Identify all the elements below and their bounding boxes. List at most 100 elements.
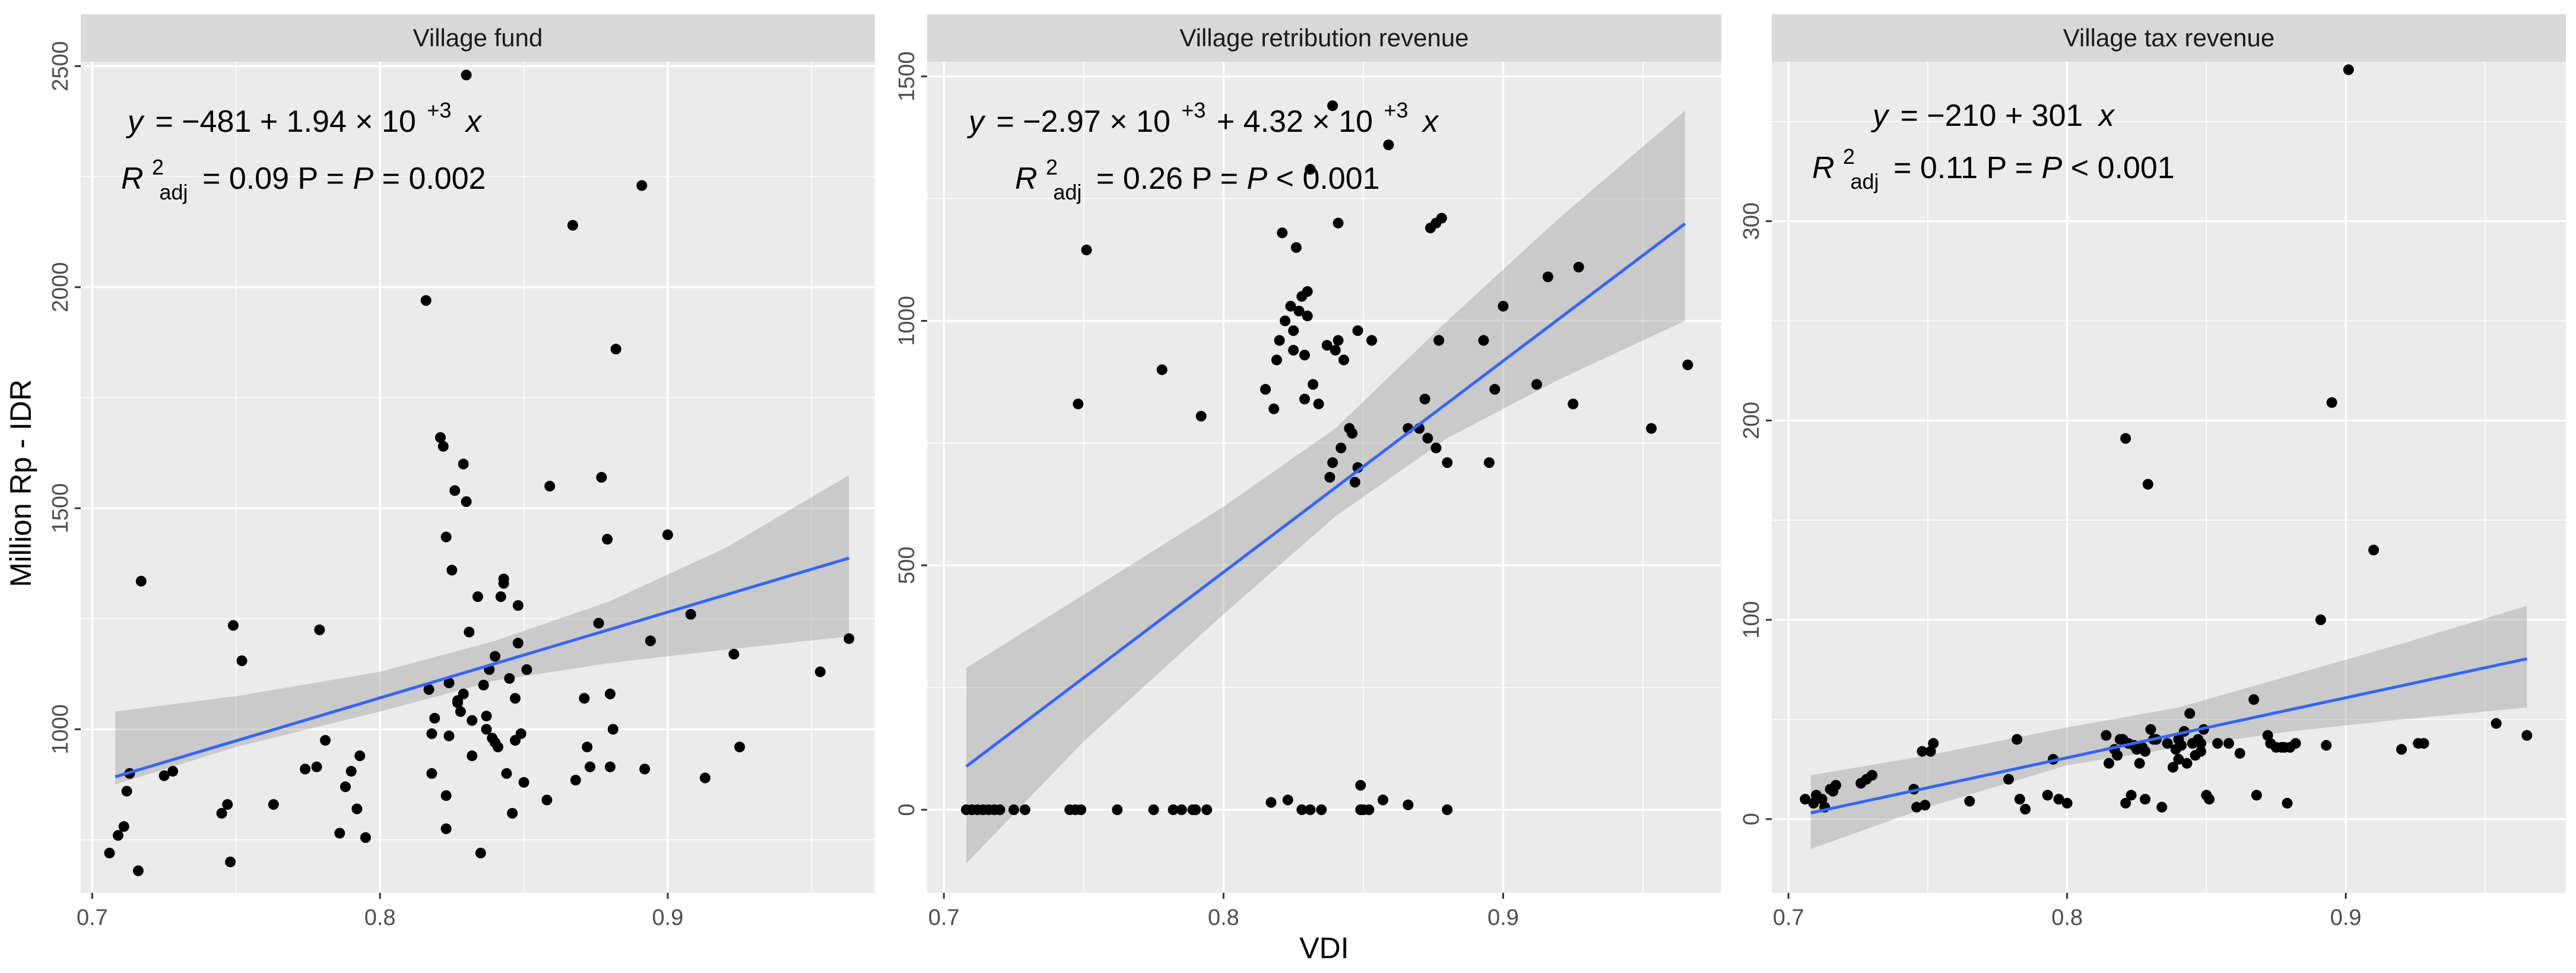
x-tick-label: 0.9 bbox=[1487, 905, 1519, 930]
data-point bbox=[1403, 799, 1414, 810]
data-point bbox=[104, 847, 115, 858]
data-point bbox=[1422, 433, 1433, 444]
data-point bbox=[2315, 614, 2326, 626]
data-point bbox=[1265, 797, 1277, 808]
data-point bbox=[2343, 64, 2354, 75]
x-axis-title: VDI bbox=[1299, 931, 1349, 965]
data-point bbox=[461, 496, 472, 507]
data-point bbox=[685, 608, 696, 620]
data-point bbox=[1076, 804, 1087, 815]
data-point bbox=[1190, 804, 1201, 815]
data-point bbox=[1280, 315, 1291, 327]
strip-title: Village tax revenue bbox=[2063, 24, 2274, 52]
data-points bbox=[1800, 64, 2533, 814]
data-point bbox=[2321, 740, 2332, 751]
y-tick-label: 100 bbox=[1739, 601, 1764, 638]
x-tick-label: 0.8 bbox=[1208, 905, 1239, 930]
data-point bbox=[510, 693, 521, 704]
y-tick-label: 0 bbox=[1739, 813, 1764, 825]
y-axis: 1000 1500 2000 2500 bbox=[48, 41, 81, 755]
data-point bbox=[440, 823, 452, 835]
confidence-band bbox=[966, 110, 1685, 864]
data-point bbox=[1349, 477, 1360, 488]
data-point bbox=[423, 684, 434, 695]
data-point bbox=[1363, 804, 1375, 815]
x-tick-label: 0.8 bbox=[364, 905, 396, 930]
panel-background bbox=[81, 62, 875, 893]
data-point bbox=[1285, 300, 1296, 312]
data-point bbox=[481, 711, 492, 722]
data-point bbox=[2212, 738, 2223, 749]
ci-band bbox=[1810, 606, 2527, 850]
data-point bbox=[1299, 350, 1311, 361]
strip-title: Village retribution revenue bbox=[1179, 24, 1468, 52]
data-point bbox=[2326, 397, 2337, 408]
data-point bbox=[1148, 804, 1159, 815]
data-point bbox=[1347, 427, 1358, 439]
data-point bbox=[320, 735, 331, 746]
data-point bbox=[1305, 804, 1316, 815]
x-tick-label: 0.7 bbox=[1773, 905, 1804, 930]
data-point bbox=[2162, 738, 2173, 749]
y-tick-label: 2000 bbox=[48, 262, 73, 313]
regression-line bbox=[965, 222, 1686, 768]
data-point bbox=[461, 69, 472, 81]
data-point bbox=[1867, 769, 1878, 781]
data-point bbox=[452, 697, 464, 708]
data-point bbox=[2014, 794, 2025, 805]
data-point bbox=[440, 790, 452, 801]
data-point bbox=[1383, 140, 1394, 150]
data-point bbox=[118, 821, 129, 832]
data-point bbox=[518, 777, 529, 788]
data-point bbox=[610, 344, 621, 355]
data-point bbox=[567, 220, 578, 231]
data-point bbox=[1800, 794, 1811, 805]
regression-equation: y = −210 + 301 x bbox=[1871, 99, 2115, 133]
data-point bbox=[443, 730, 455, 741]
x-axis: 0.7 0.8 0.9 bbox=[1773, 893, 2362, 930]
data-point bbox=[504, 673, 515, 684]
data-point bbox=[602, 534, 613, 545]
panel-background bbox=[927, 62, 1721, 893]
data-point bbox=[1573, 261, 1584, 272]
panel-village-tax-revenue: Village tax revenue y = −210 + 301 x R 2… bbox=[1739, 14, 2566, 930]
data-point bbox=[354, 750, 366, 762]
panel-village-fund: Village fund y = −481 + 1.94 × 10 +3 x R… bbox=[48, 14, 875, 930]
data-point bbox=[1911, 801, 1923, 813]
data-point bbox=[167, 766, 179, 777]
data-point bbox=[639, 763, 651, 775]
data-point bbox=[1433, 335, 1445, 346]
data-point bbox=[2020, 803, 2031, 814]
data-point bbox=[227, 620, 239, 631]
data-point bbox=[443, 677, 455, 689]
data-point bbox=[1288, 344, 1299, 356]
data-point bbox=[222, 799, 233, 810]
data-point bbox=[1321, 340, 1333, 351]
data-point bbox=[1302, 310, 1313, 322]
data-point bbox=[1355, 779, 1366, 791]
data-point bbox=[1293, 306, 1305, 316]
data-point bbox=[420, 295, 432, 306]
data-point bbox=[605, 688, 616, 699]
data-point bbox=[1430, 442, 1442, 454]
r-squared-p-value: R 2 adj = 0.26 P = P < 0.001 bbox=[1015, 147, 1380, 207]
data-point bbox=[1352, 325, 1363, 336]
data-point bbox=[1308, 379, 1319, 390]
data-point bbox=[734, 741, 745, 753]
fit-line bbox=[115, 556, 850, 778]
confidence-band bbox=[1810, 606, 2527, 850]
data-point bbox=[314, 624, 325, 635]
strip-title: Village fund bbox=[413, 24, 543, 52]
data-point bbox=[1156, 364, 1168, 375]
data-point bbox=[1316, 804, 1327, 815]
data-point bbox=[2290, 738, 2301, 749]
data-points bbox=[960, 100, 1693, 815]
x-tick-label: 0.7 bbox=[77, 905, 108, 930]
regression-equation: y = −2.97 × 10 +3 + 4.32 × 10 +3 x bbox=[967, 90, 1439, 139]
data-point bbox=[1195, 411, 1207, 422]
data-point bbox=[1646, 423, 1657, 434]
data-points bbox=[104, 69, 855, 876]
data-point bbox=[458, 458, 469, 470]
data-point bbox=[1327, 457, 1338, 468]
data-point bbox=[1338, 354, 1349, 366]
